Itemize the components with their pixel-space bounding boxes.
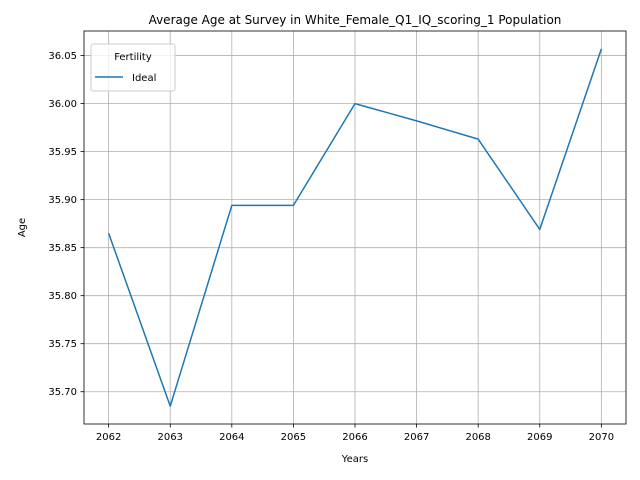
y-tick-label: 36.00 xyxy=(48,99,77,110)
legend: Fertility Ideal xyxy=(90,43,176,92)
y-tick-label: 35.85 xyxy=(48,243,77,254)
x-tick-label: 2069 xyxy=(527,432,552,443)
y-tick-label: 35.70 xyxy=(48,387,77,398)
grid xyxy=(84,31,626,424)
x-tick-label: 2066 xyxy=(342,432,367,443)
x-tick-label: 2070 xyxy=(589,432,614,443)
x-tick-label: 2067 xyxy=(404,432,429,443)
series-line-ideal xyxy=(107,48,603,407)
series-layer xyxy=(107,48,603,407)
x-tick-label: 2063 xyxy=(158,432,183,443)
x-tick-label: 2064 xyxy=(219,432,244,443)
y-tick-label: 35.90 xyxy=(48,195,77,206)
x-tick-label: 2068 xyxy=(465,432,490,443)
x-tick-label: 2065 xyxy=(281,432,306,443)
x-tick-label: 2062 xyxy=(96,432,121,443)
x-axis-label: Years xyxy=(341,454,368,465)
y-tick-label: 35.95 xyxy=(48,147,77,158)
chart-title: Average Age at Survey in White_Female_Q1… xyxy=(149,13,562,27)
y-tick-label: 35.80 xyxy=(48,291,77,302)
y-tick-label: 35.75 xyxy=(48,339,77,350)
y-axis-label: Age xyxy=(17,218,28,237)
y-tick-label: 36.05 xyxy=(48,51,77,62)
legend-box xyxy=(90,43,176,92)
legend-title: Fertility xyxy=(114,52,152,63)
legend-entry-ideal: Ideal xyxy=(132,73,156,84)
ticks: 2062 2063 2064 2065 2066 2067 2068 2069 2070 35.7… xyxy=(48,51,614,443)
